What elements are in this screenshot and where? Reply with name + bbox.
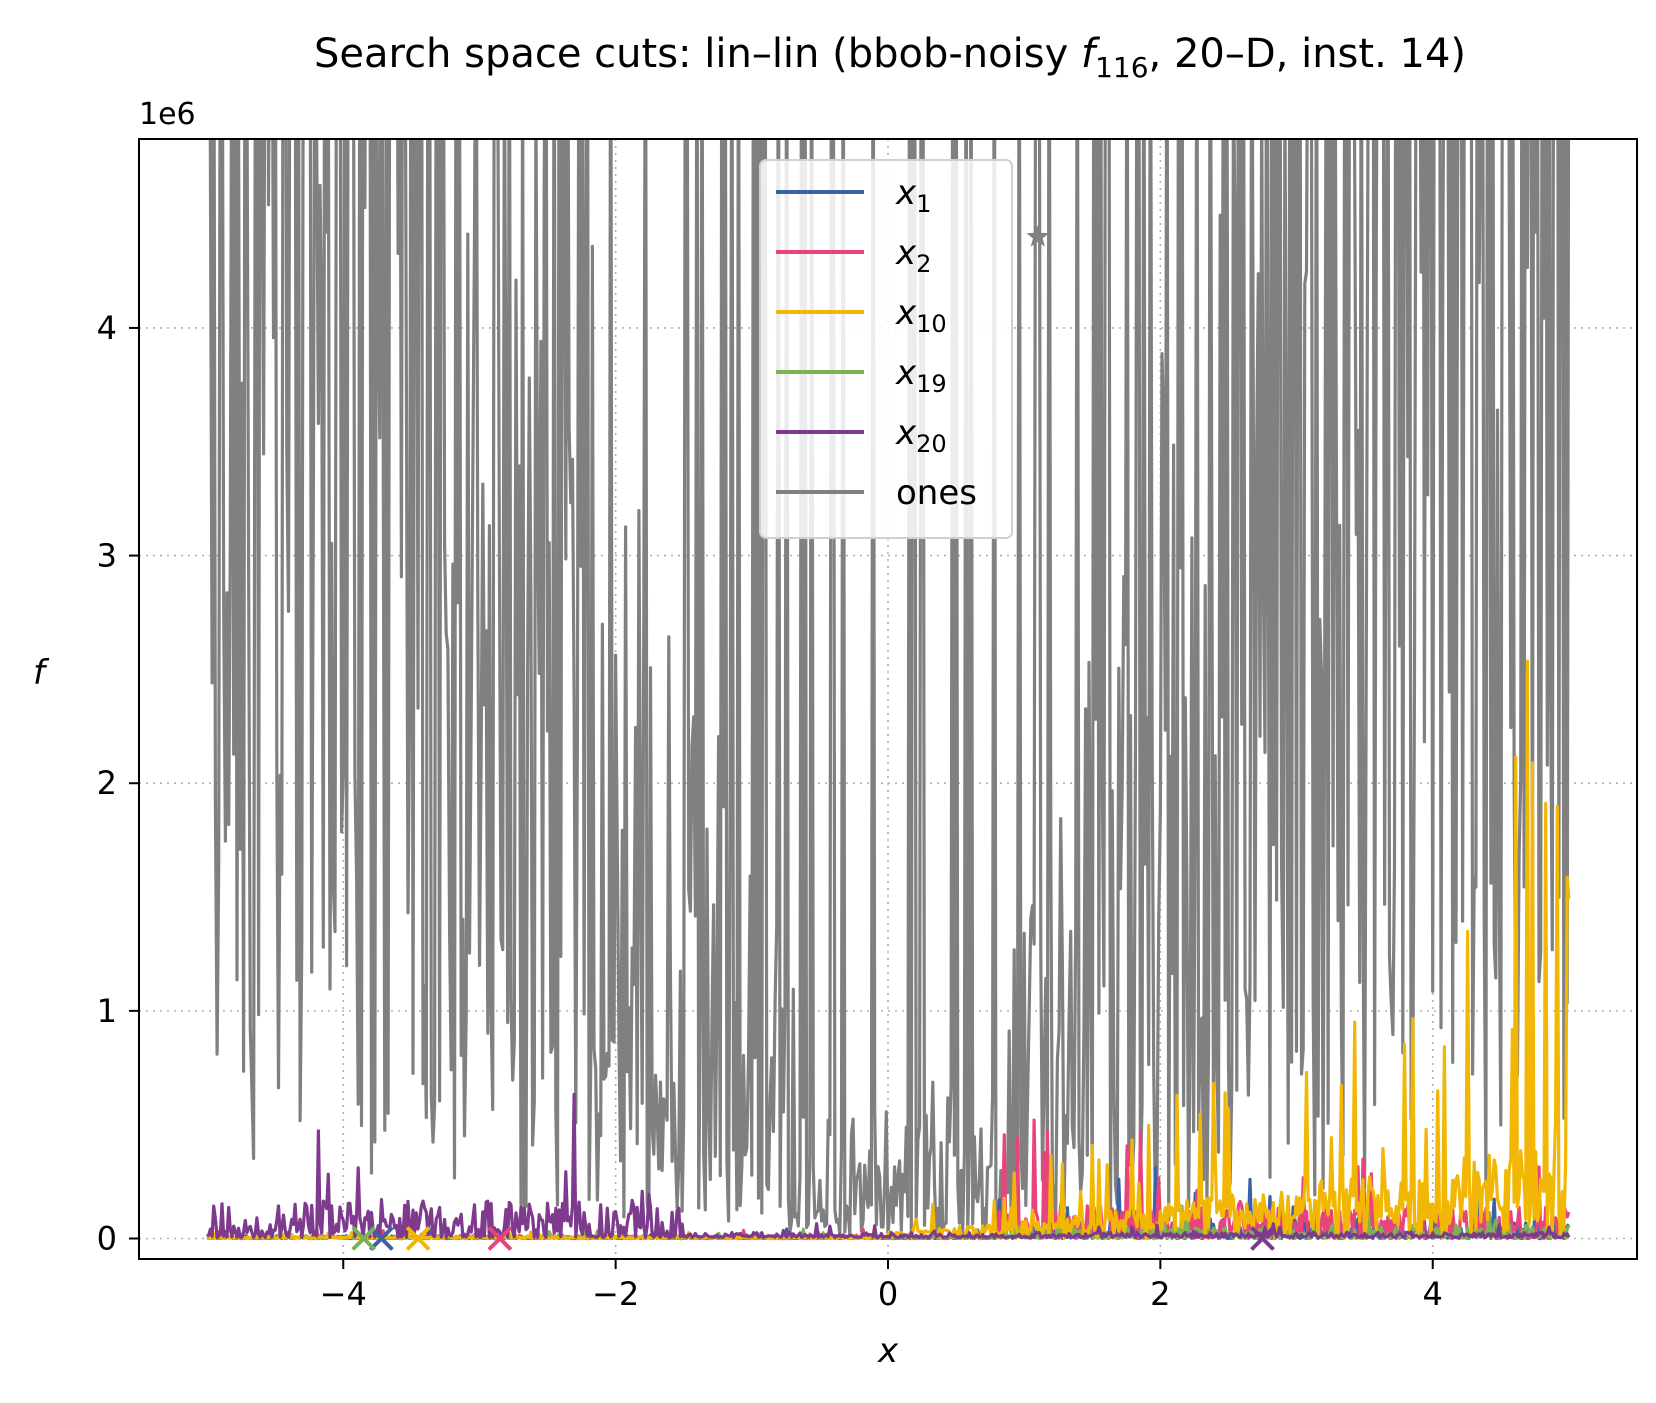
min-markers: [351, 224, 1275, 1251]
y-tick-label: 4: [97, 309, 117, 347]
y-ticks: 0 1 2 3 4: [97, 309, 139, 1258]
legend: x1 x2 x10 x19 x20 ones: [759, 159, 1013, 539]
legend-label: x10: [895, 293, 947, 338]
min-x-marker-10: [405, 1226, 431, 1251]
x-tick-label: −2: [592, 1275, 639, 1313]
chart-title: Search space cuts: lin–lin (bbob-noisy f…: [314, 31, 1466, 84]
series-lines: [206, 139, 1571, 1241]
min-x-marker-20: [1250, 1226, 1275, 1251]
y-tick-label: 1: [97, 992, 117, 1030]
x-tick-label: 2: [1150, 1275, 1170, 1313]
x-tick-label: 0: [878, 1275, 898, 1313]
min-star-marker: [1026, 224, 1050, 247]
y-tick-label: 3: [97, 537, 117, 575]
legend-label: x2: [895, 233, 931, 278]
x-axis-label: x: [877, 1331, 899, 1371]
y-tick-label: 2: [97, 764, 117, 802]
legend-label: x1: [895, 173, 931, 218]
series-line-20: [206, 1092, 1571, 1239]
y-axis-label: f: [33, 653, 50, 693]
min-x-marker-1: [368, 1226, 394, 1251]
x-tick-label: 4: [1423, 1275, 1443, 1313]
legend-label: ones: [896, 473, 977, 513]
y-offset-label: 1e6: [139, 97, 196, 132]
min-x-marker-2: [487, 1226, 513, 1251]
x-ticks: −4 −2 0 2 4: [320, 1259, 1443, 1313]
legend-box: [759, 159, 1013, 539]
legend-label: x20: [895, 413, 947, 458]
x-tick-label: −4: [320, 1275, 367, 1313]
y-tick-label: 0: [97, 1220, 117, 1258]
legend-label: x19: [895, 353, 947, 398]
min-x-marker-19: [351, 1226, 377, 1251]
